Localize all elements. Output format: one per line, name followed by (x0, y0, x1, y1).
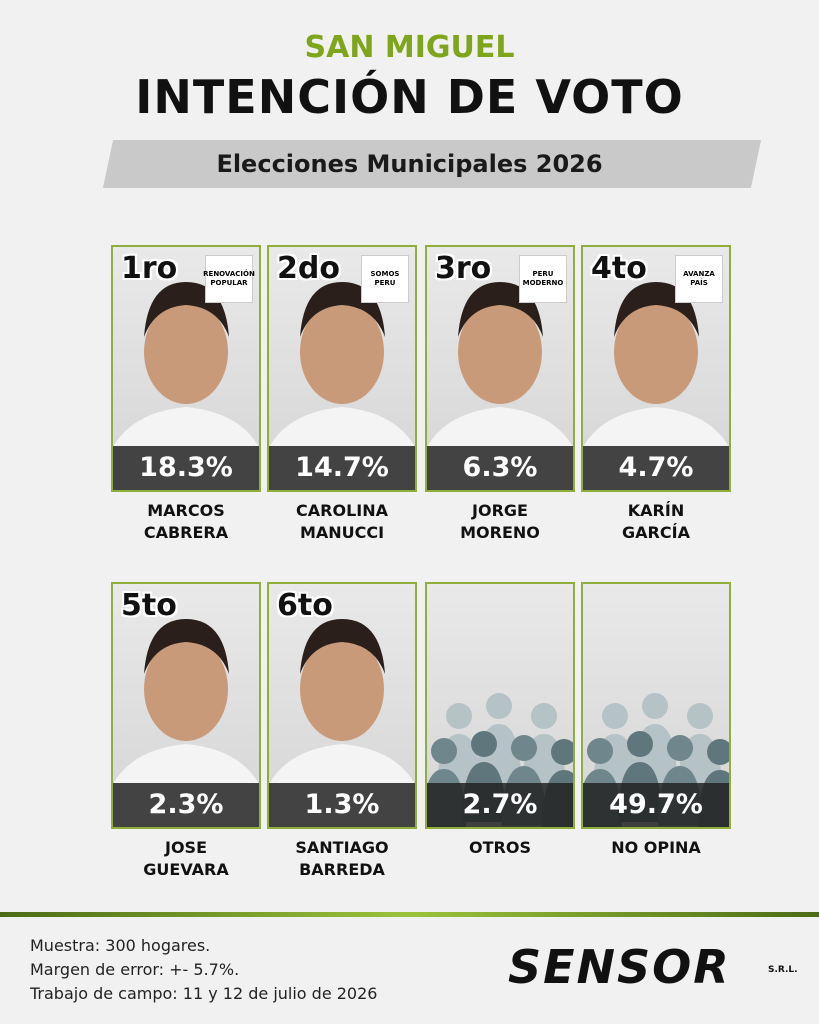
party-logo: AVANZA PAÍS (675, 255, 723, 303)
rank-badge: 4to (591, 251, 647, 286)
candidate-name: GARCÍA (622, 523, 690, 542)
party-logo: SOMOS PERU (361, 255, 409, 303)
vote-percent: 18.3% (113, 446, 259, 490)
candidate-name: GUEVARA (143, 860, 229, 879)
candidate-card: 1ro RENOVACIÓN POPULAR 18.3% (111, 245, 261, 492)
footer-note: Muestra: 300 hogares. (30, 936, 211, 955)
candidate-name: JORGE (472, 501, 528, 520)
title: INTENCIÓN DE VOTO (135, 70, 684, 124)
brand-suffix: S.R.L. (768, 965, 798, 975)
candidate-card: 49.7% (581, 582, 731, 829)
rank-badge: 5to (121, 588, 177, 623)
rank-badge: 1ro (121, 251, 178, 286)
footer-note: Margen de error: +- 5.7%. (30, 960, 240, 979)
candidate-card: 6to 1.3% (267, 582, 417, 829)
party-logo: PERU MODERNO (519, 255, 567, 303)
footer-rule (0, 912, 819, 917)
brand: SENSOR (508, 940, 731, 994)
footer-note: Trabajo de campo: 11 y 12 de julio de 20… (30, 984, 378, 1003)
candidate-name: NO OPINA (611, 838, 701, 857)
candidate-card: 4to AVANZA PAÍS 4.7% (581, 245, 731, 492)
candidate-name: KARÍN (627, 501, 685, 520)
candidate-name: CAROLINA (296, 501, 388, 520)
candidate-card: 3ro PERU MODERNO 6.3% (425, 245, 575, 492)
candidate-name: MANUCCI (299, 523, 385, 542)
party-logo: RENOVACIÓN POPULAR (203, 255, 255, 303)
subtitle: Elecciones Municipales 2026 (216, 150, 603, 178)
rank-badge: 3ro (435, 251, 492, 286)
vote-percent: 2.3% (113, 783, 259, 827)
candidate-card: 5to 2.3% (111, 582, 261, 829)
vote-percent: 2.7% (427, 783, 573, 827)
vote-percent: 4.7% (583, 446, 729, 490)
candidate-name: JOSE (164, 838, 207, 857)
rank-badge: 6to (277, 588, 333, 623)
candidate-name: CABRERA (143, 523, 229, 542)
vote-percent: 1.3% (269, 783, 415, 827)
vote-percent: 6.3% (427, 446, 573, 490)
vote-percent: 14.7% (269, 446, 415, 490)
vote-percent: 49.7% (583, 783, 729, 827)
candidate-name: OTROS (469, 838, 531, 857)
candidate-name: SANTIAGO (295, 838, 389, 857)
candidate-name: BARREDA (299, 860, 385, 879)
candidate-name: MORENO (460, 523, 540, 542)
candidate-name: MARCOS (147, 501, 225, 520)
candidate-card: 2do SOMOS PERU 14.7% (267, 245, 417, 492)
rank-badge: 2do (277, 251, 340, 286)
candidate-card: 2.7% (425, 582, 575, 829)
region: SAN MIGUEL (304, 30, 515, 65)
